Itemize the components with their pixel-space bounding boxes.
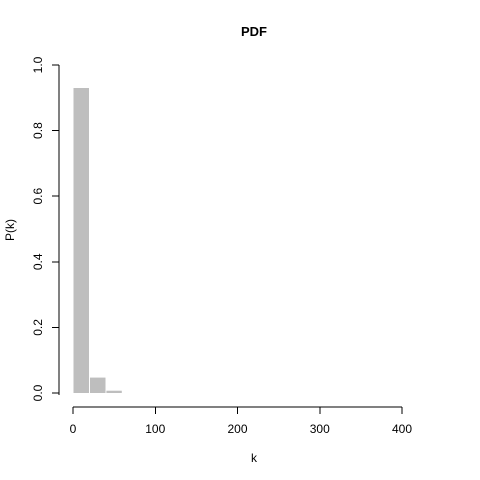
y-axis-label: P(k) <box>3 219 17 241</box>
y-tick-label-4: 0.8 <box>31 122 45 139</box>
y-tick-label-5: 1.0 <box>31 56 45 73</box>
bar-2 <box>106 390 122 393</box>
chart-title: PDF <box>241 24 267 39</box>
x-tick-label-3: 300 <box>310 422 330 436</box>
y-tick-label-3: 0.6 <box>31 188 45 205</box>
x-tick-label-0: 0 <box>70 422 77 436</box>
y-tick-label-2: 0.4 <box>31 253 45 270</box>
y-tick-label-1: 0.2 <box>31 319 45 336</box>
x-tick-label-2: 200 <box>227 422 247 436</box>
y-ticks-group: 0.0 0.2 0.4 0.6 0.8 1.0 <box>31 56 59 401</box>
bar-1 <box>90 377 106 393</box>
x-tick-label-1: 100 <box>145 422 165 436</box>
bar-0 <box>73 88 89 393</box>
bars-group <box>73 88 122 393</box>
x-ticks-group: 0 100 200 300 400 <box>70 407 412 436</box>
x-axis-label: k <box>251 451 258 465</box>
y-tick-label-0: 0.0 <box>31 384 45 401</box>
x-tick-label-4: 400 <box>392 422 412 436</box>
